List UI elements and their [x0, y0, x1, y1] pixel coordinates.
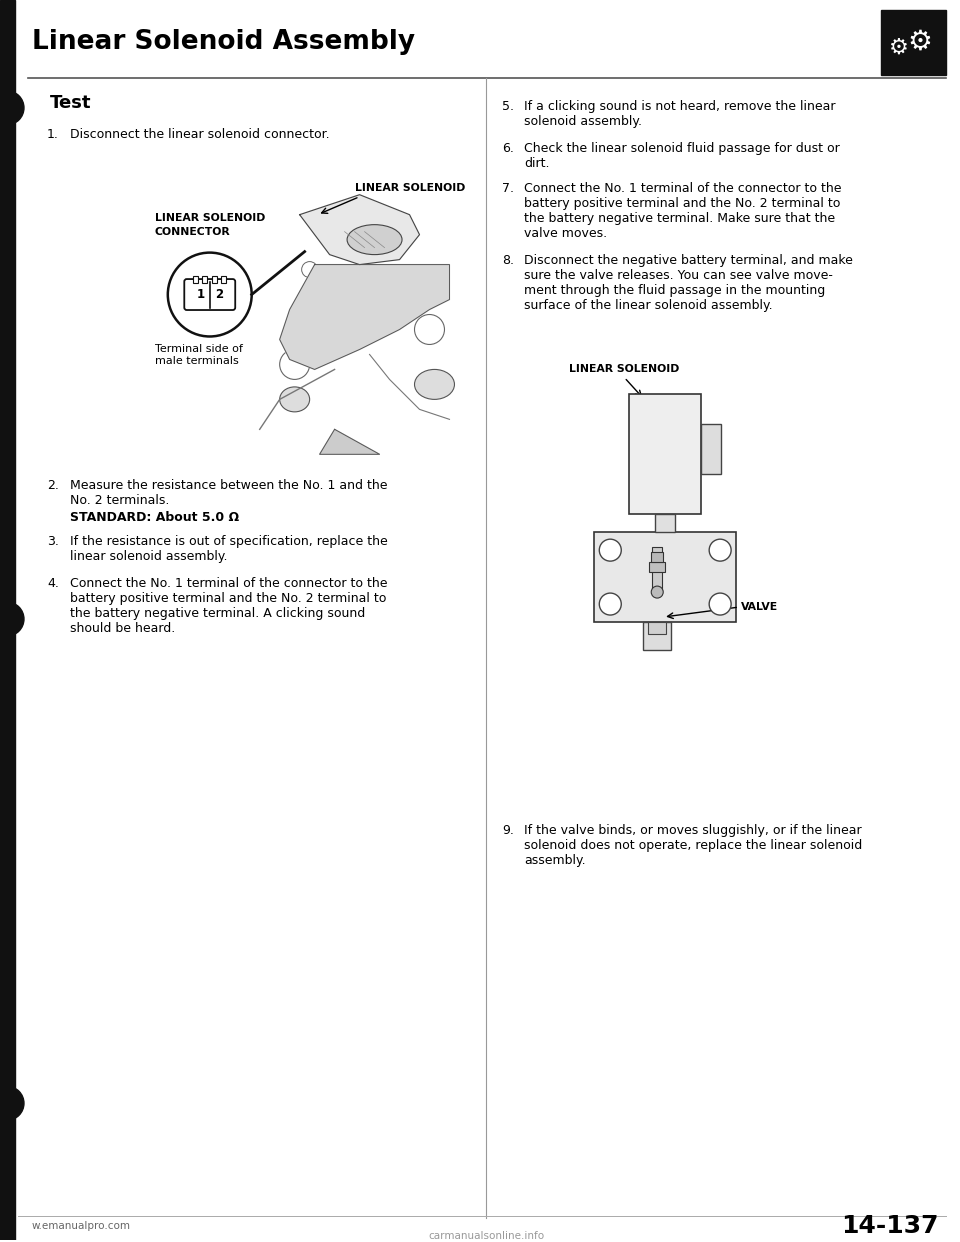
Text: Terminal side of
male terminals: Terminal side of male terminals [155, 344, 243, 366]
Text: 1: 1 [197, 288, 204, 301]
Polygon shape [279, 265, 449, 369]
Bar [881, 10, 946, 75]
Text: 3.: 3. [47, 535, 59, 548]
Bar [221, 276, 227, 283]
Polygon shape [300, 195, 420, 265]
Circle shape [0, 602, 24, 636]
Bar [643, 622, 671, 650]
Text: 2: 2 [215, 288, 223, 301]
Bar [0, 0, 15, 1240]
Text: 2.: 2. [47, 479, 59, 492]
Bar [701, 425, 721, 474]
Text: Disconnect the linear solenoid connector.: Disconnect the linear solenoid connector… [70, 128, 329, 140]
Text: 5.: 5. [502, 99, 515, 113]
Circle shape [709, 594, 732, 615]
Text: Check the linear solenoid fluid passage for dust or
dirt.: Check the linear solenoid fluid passage … [524, 142, 840, 170]
Text: 4.: 4. [47, 578, 59, 590]
Text: LINEAR SOLENOID: LINEAR SOLENOID [569, 364, 680, 374]
Text: Connect the No. 1 terminal of the connector to the
battery positive terminal and: Connect the No. 1 terminal of the connec… [524, 181, 842, 240]
Text: If a clicking sound is not heard, remove the linear
solenoid assembly.: If a clicking sound is not heard, remove… [524, 99, 836, 128]
Circle shape [599, 539, 621, 561]
Text: Disconnect the negative battery terminal, and make
sure the valve releases. You : Disconnect the negative battery terminal… [524, 253, 853, 312]
Text: VALVE: VALVE [741, 602, 779, 612]
Text: Linear Solenoid Assembly: Linear Solenoid Assembly [32, 29, 415, 55]
Text: LINEAR SOLENOID: LINEAR SOLENOID [354, 183, 465, 193]
Bar [193, 276, 199, 283]
Bar [212, 276, 217, 283]
Circle shape [0, 91, 24, 124]
Text: 14-137: 14-137 [841, 1215, 939, 1238]
Text: 7.: 7. [502, 181, 515, 195]
Bar [648, 622, 666, 633]
FancyBboxPatch shape [184, 279, 235, 310]
Circle shape [0, 1087, 24, 1120]
Text: CONNECTOR: CONNECTOR [155, 226, 230, 237]
Bar [649, 563, 665, 573]
Bar [594, 532, 736, 622]
Text: If the resistance is out of specification, replace the
linear solenoid assembly.: If the resistance is out of specificatio… [70, 535, 388, 563]
Circle shape [709, 539, 732, 561]
Text: ⚙: ⚙ [907, 27, 932, 56]
Ellipse shape [348, 225, 402, 255]
Ellipse shape [279, 388, 310, 412]
Text: ⚙: ⚙ [889, 39, 909, 58]
Text: Measure the resistance between the No. 1 and the
No. 2 terminals.: Measure the resistance between the No. 1… [70, 479, 388, 507]
Bar [629, 395, 701, 514]
Text: If the valve binds, or moves sluggishly, or if the linear
solenoid does not oper: If the valve binds, or moves sluggishly,… [524, 823, 863, 867]
Text: w.emanualpro.com: w.emanualpro.com [32, 1221, 131, 1231]
Text: 9.: 9. [502, 823, 515, 837]
Bar [651, 553, 663, 563]
Ellipse shape [415, 369, 454, 400]
Polygon shape [320, 430, 379, 455]
Circle shape [651, 586, 663, 599]
Bar [203, 276, 207, 283]
Text: 1.: 1. [47, 128, 59, 140]
Text: STANDARD: About 5.0 Ω: STANDARD: About 5.0 Ω [70, 512, 239, 524]
Bar [656, 514, 675, 532]
Text: Connect the No. 1 terminal of the connector to the
battery positive terminal and: Connect the No. 1 terminal of the connec… [70, 578, 388, 635]
Circle shape [599, 594, 621, 615]
Text: LINEAR SOLENOID: LINEAR SOLENOID [155, 212, 265, 222]
Text: Test: Test [50, 94, 91, 112]
Text: 6.: 6. [502, 142, 515, 155]
Text: 8.: 8. [502, 253, 515, 267]
Text: carmanualsonline.info: carmanualsonline.info [428, 1231, 544, 1241]
Bar [652, 548, 662, 592]
